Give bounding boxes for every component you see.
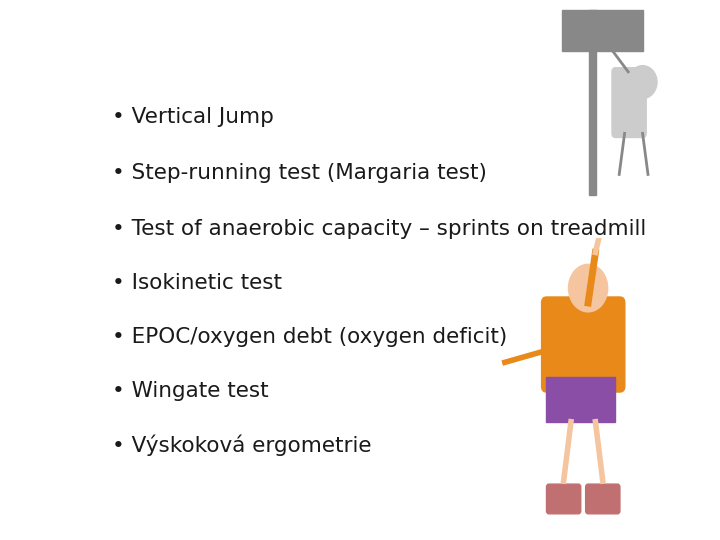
- Bar: [562, 10, 643, 51]
- Text: • Test of anaerobic capacity – sprints on treadmill: • Test of anaerobic capacity – sprints o…: [112, 219, 647, 239]
- FancyBboxPatch shape: [585, 484, 620, 514]
- Text: • EPOC/oxygen debt (oxygen deficit): • EPOC/oxygen debt (oxygen deficit): [112, 327, 508, 347]
- Text: • Step-running test (Margaria test): • Step-running test (Margaria test): [112, 163, 487, 183]
- Text: • Isokinetic test: • Isokinetic test: [112, 273, 282, 293]
- Bar: [589, 10, 596, 195]
- FancyBboxPatch shape: [541, 297, 625, 392]
- Circle shape: [628, 66, 657, 98]
- Text: • Wingate test: • Wingate test: [112, 381, 269, 401]
- FancyBboxPatch shape: [546, 484, 581, 514]
- Text: • Vertical Jump: • Vertical Jump: [112, 107, 274, 127]
- FancyBboxPatch shape: [612, 68, 647, 138]
- Circle shape: [569, 264, 608, 312]
- Bar: [546, 377, 615, 422]
- Text: • Výskoková ergometrie: • Výskoková ergometrie: [112, 435, 372, 456]
